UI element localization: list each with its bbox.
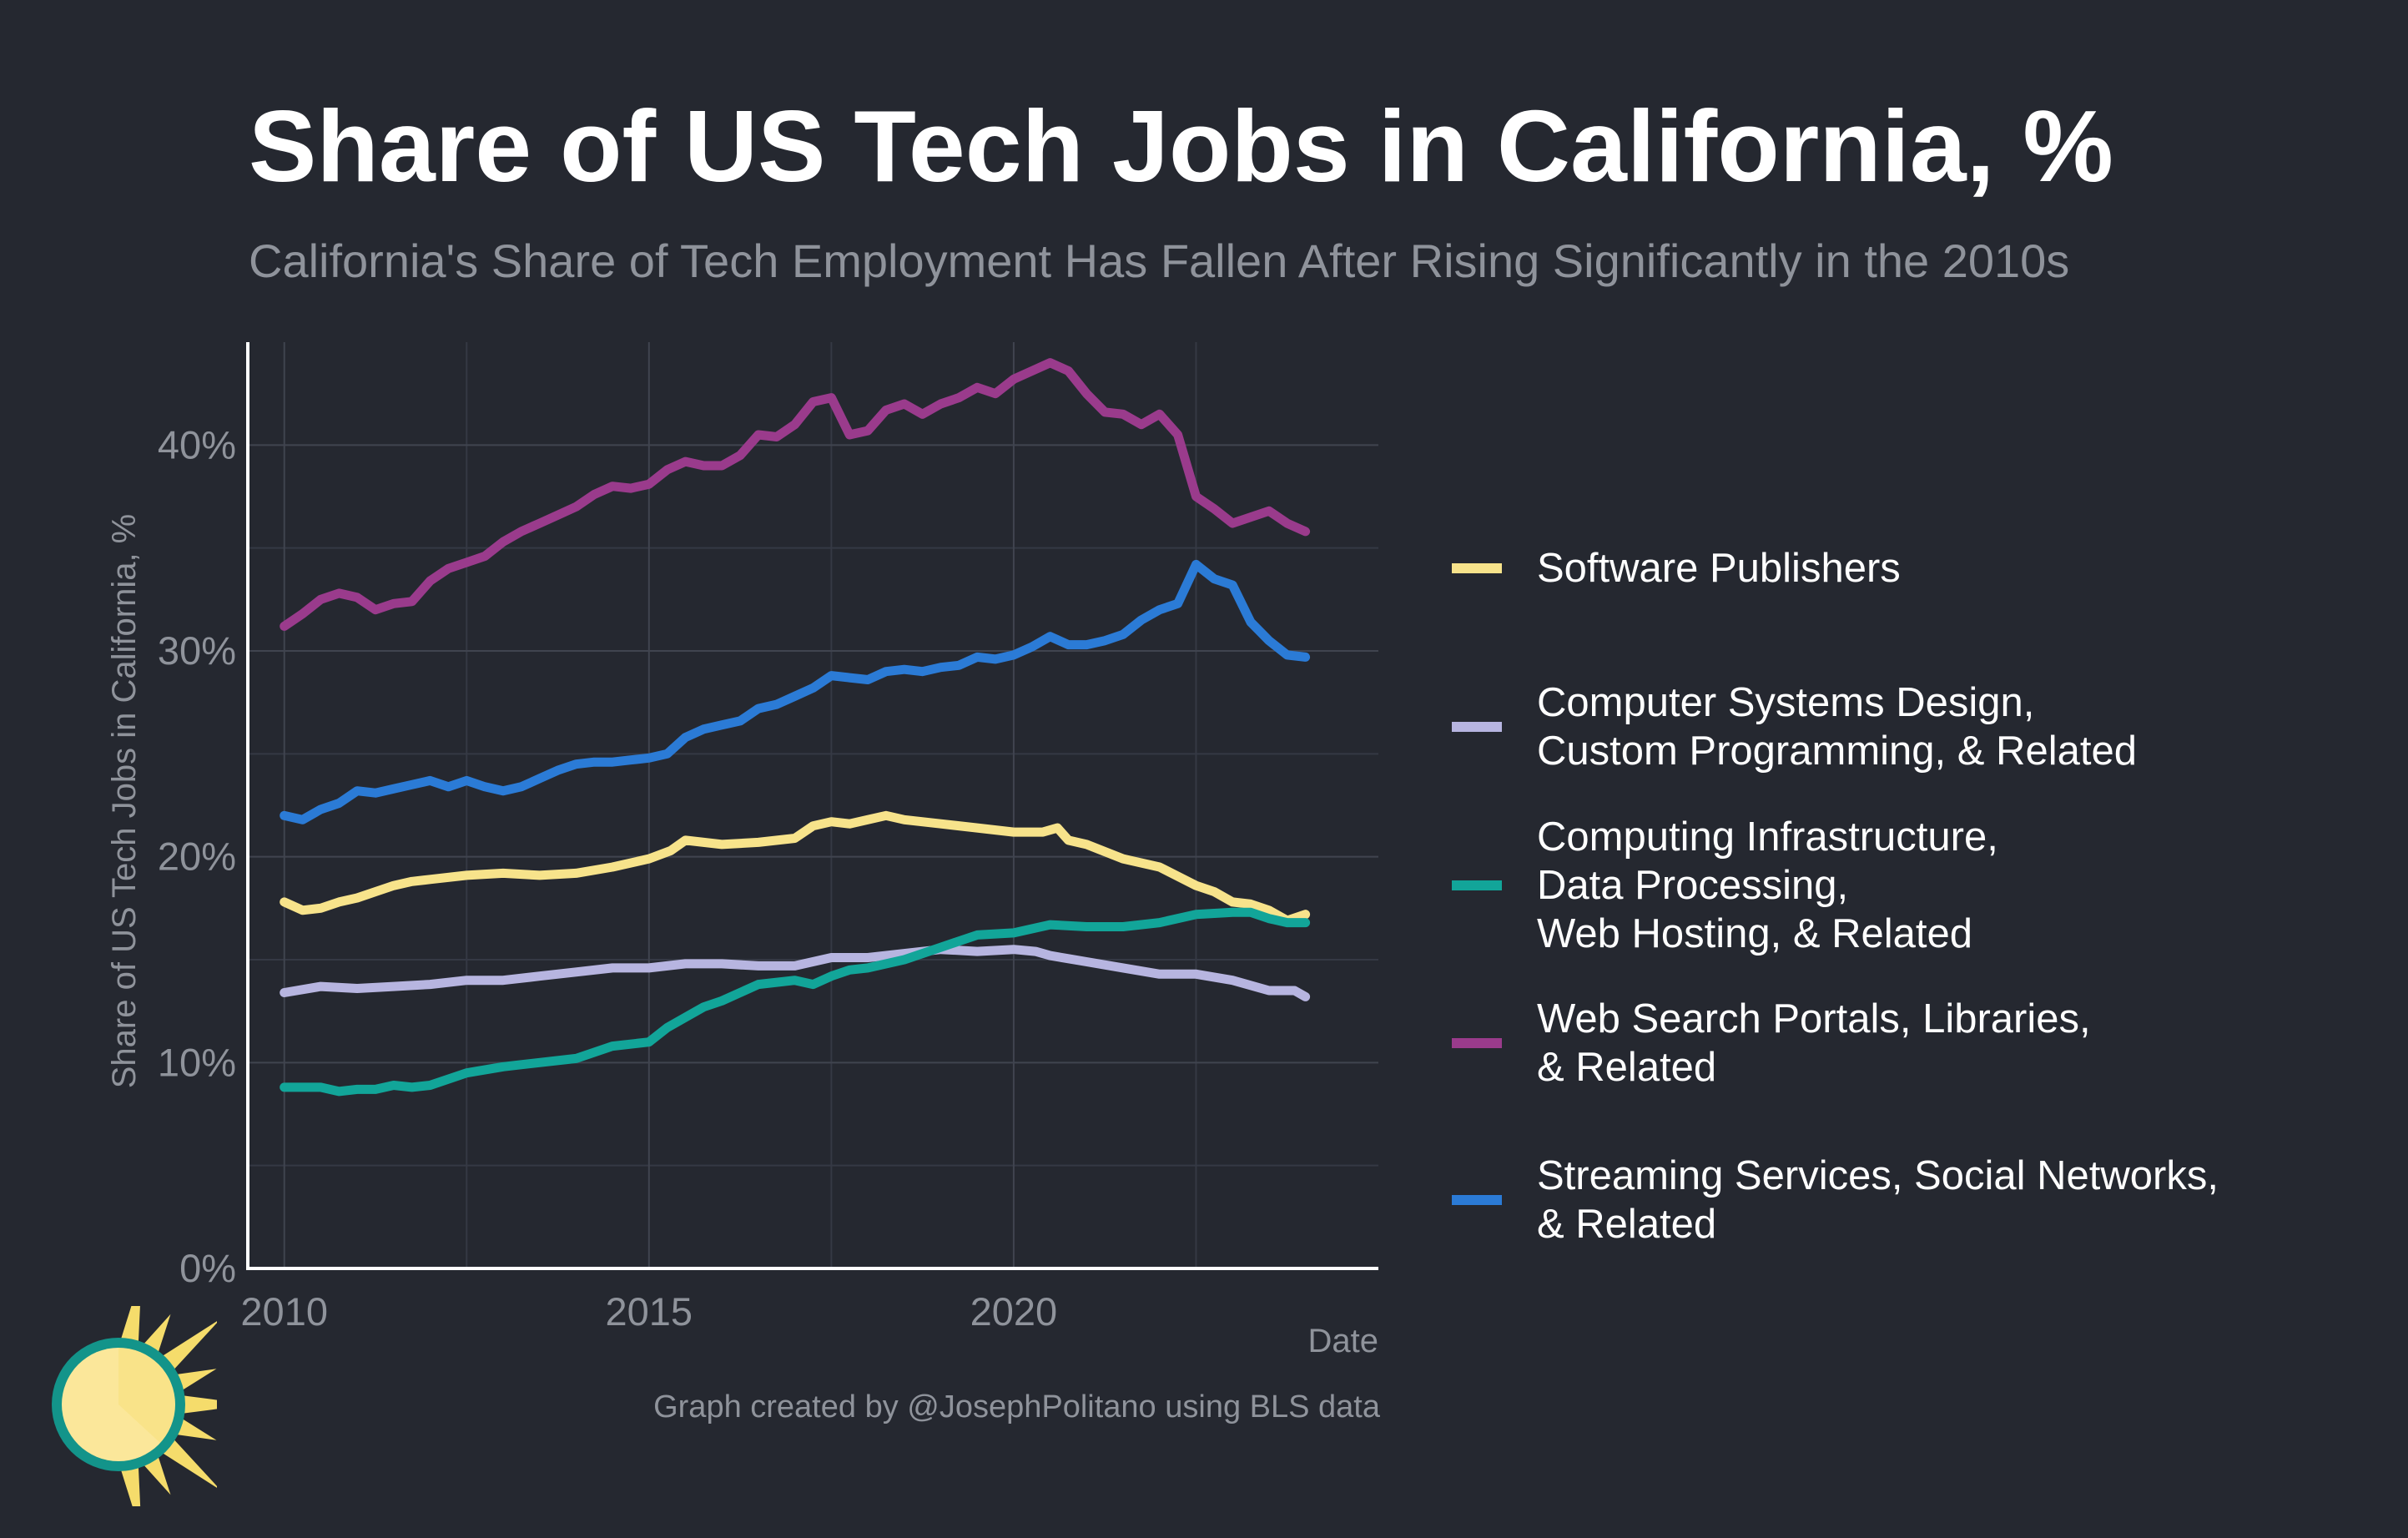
legend-key-computing-infrastructure	[1452, 880, 1502, 890]
legend-label-streaming-services: Streaming Services, Social Networks, & R…	[1537, 1153, 2219, 1247]
series-line-1	[280, 945, 1311, 1001]
legend-label-web-search-portals: Web Search Portals, Libraries, & Related	[1537, 996, 2091, 1090]
legend-item-streaming-services: Streaming Services, Social Networks, & R…	[1452, 1152, 2219, 1248]
sun-ray	[158, 1435, 217, 1490]
y-tick-label: 20%	[158, 835, 236, 879]
chart-subtitle: California's Share of Tech Employment Ha…	[249, 234, 2070, 287]
grid-lines	[248, 342, 1378, 1268]
legend-label-computer-systems-design: Computer Systems Design, Custom Programm…	[1537, 680, 2137, 774]
series-line-2	[280, 907, 1311, 1097]
tick-labels: 0% 10% 20% 30% 40% 2010 2015 2020 Date Share of U…	[106, 422, 1378, 1359]
source-caption: Graph created by @JosephPolitano using B…	[653, 1389, 1380, 1425]
sun-shade	[118, 1348, 175, 1443]
series-lines	[280, 358, 1311, 1097]
x-tick-label: 2015	[606, 1289, 693, 1334]
legend-key-web-search-portals	[1452, 1038, 1502, 1048]
legend-item-software-publishers: Software Publishers	[1452, 544, 1901, 593]
legend-label-computing-infrastructure: Computing Infrastructure, Data Processin…	[1537, 814, 1998, 956]
series-line-4	[280, 559, 1311, 824]
axes	[246, 342, 1378, 1270]
sun-ray	[119, 1306, 142, 1348]
legend-label-software-publishers: Software Publishers	[1537, 546, 1901, 591]
x-axis-title: Date	[1308, 1323, 1379, 1359]
legend-key-software-publishers	[1452, 563, 1502, 573]
legend-item-web-search-portals: Web Search Portals, Libraries, & Related	[1452, 995, 2091, 1092]
y-tick-label: 40%	[158, 422, 236, 466]
legend-key-streaming-services	[1452, 1195, 1502, 1205]
legend-item-computing-infrastructure: Computing Infrastructure, Data Processin…	[1452, 813, 1998, 958]
y-axis-title: Share of US Tech Jobs in California, %	[106, 514, 143, 1089]
series-line-3	[280, 358, 1311, 631]
sun-ray	[178, 1394, 217, 1414]
sun-ray	[119, 1461, 142, 1506]
x-tick-label: 2010	[240, 1289, 328, 1334]
legend-key-computer-systems-design	[1452, 722, 1502, 732]
y-tick-label: 0%	[179, 1246, 236, 1290]
sun-ray	[158, 1319, 217, 1374]
y-tick-label: 10%	[158, 1040, 236, 1084]
series-line-0	[280, 810, 1311, 925]
x-tick-label: 2020	[970, 1289, 1058, 1334]
sun-disc	[62, 1348, 175, 1461]
chart-title: Share of US Tech Jobs in California, %	[249, 89, 2113, 203]
y-tick-label: 30%	[158, 628, 236, 673]
sun-icon	[52, 1306, 217, 1506]
legend-item-computer-systems-design: Computer Systems Design, Custom Programm…	[1452, 678, 2137, 775]
